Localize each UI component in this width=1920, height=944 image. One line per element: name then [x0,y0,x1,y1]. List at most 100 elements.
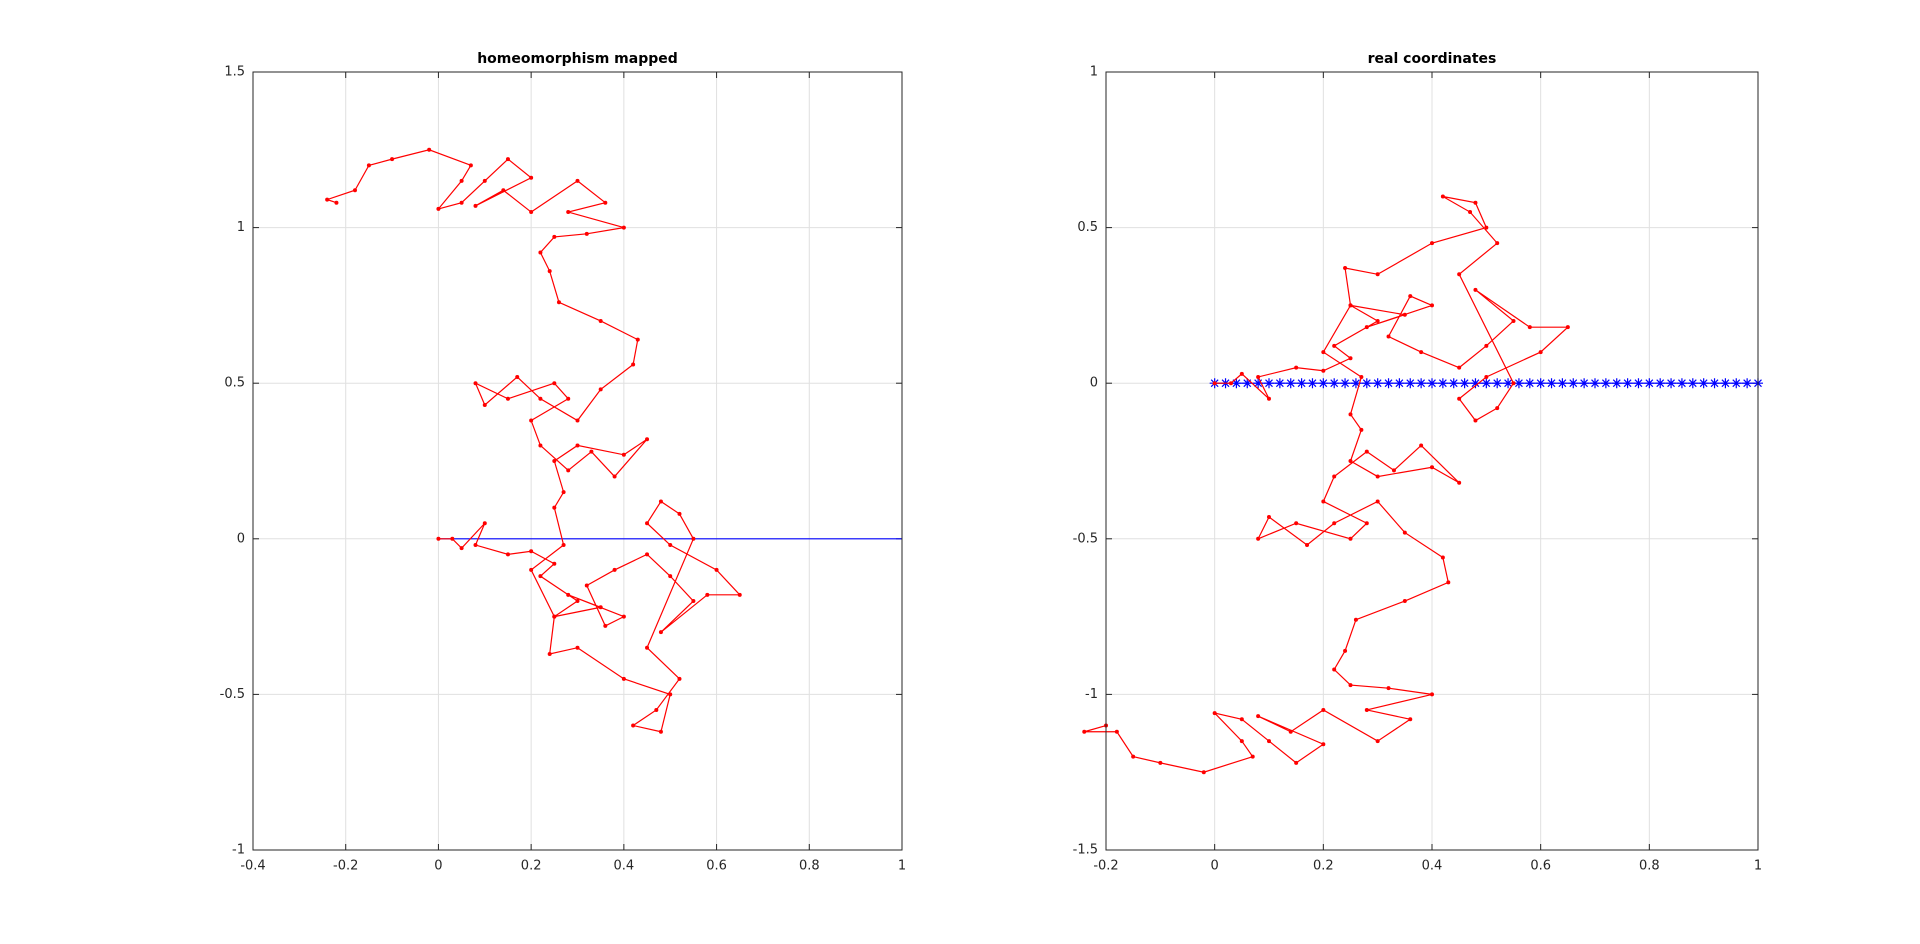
x-tick-label: -0.2 [333,859,358,874]
chart-title: real coordinates [1368,51,1497,67]
data-point [1468,210,1473,215]
data-point [1250,754,1255,759]
data-point [1321,350,1326,355]
data-point [1288,729,1293,734]
data-point [677,511,682,516]
data-point [1644,378,1655,389]
data-point [529,210,534,215]
data-point [1408,717,1413,722]
data-point [737,592,742,597]
y-tick-label: 0.5 [224,376,245,391]
data-point [1253,378,1264,389]
data-point [1495,406,1500,411]
data-point [1267,739,1271,744]
data-point [584,231,589,236]
data-point [552,234,557,239]
data-point [1557,378,1568,389]
data-point [1294,521,1299,526]
data-point [1546,378,1557,389]
data-point [1372,378,1383,389]
data-point [1201,770,1206,775]
data-point [482,521,487,526]
data-point [1419,350,1424,355]
data-point [1457,365,1462,370]
data-point [561,490,566,495]
data-point [1307,378,1318,389]
data-point [1294,365,1299,370]
data-point [612,474,617,479]
data-point [552,614,557,619]
data-point [612,567,617,572]
data-point [1524,378,1535,389]
data-point [1676,378,1687,389]
data-point [631,362,636,367]
data-point [1285,378,1296,389]
data-point [1348,536,1353,541]
data-point [1622,378,1633,389]
chart-title: homeomorphism mapped [477,51,678,67]
data-point [459,178,464,183]
data-point [575,443,580,448]
data-point [505,396,510,401]
data-point [658,630,663,635]
axes-box [252,71,903,851]
data-point [1343,266,1348,271]
data-point [1611,378,1622,389]
data-point [1321,499,1326,504]
x-tick-label: 1 [898,859,906,874]
axes-background [253,72,902,850]
data-point [645,521,650,526]
data-point [1348,459,1353,463]
data-point [1470,378,1481,389]
data-point [1158,760,1163,765]
data-point [1082,729,1087,734]
data-point [1473,287,1478,292]
data-point [1457,396,1462,401]
data-point [705,592,710,597]
data-point [1375,499,1380,504]
data-point [1332,474,1337,479]
data-point [468,163,473,168]
data-point [1731,378,1742,389]
data-point [1437,378,1448,389]
data-point [1329,378,1340,389]
data-point [1448,378,1459,389]
data-point [1375,739,1380,744]
data-point [1440,555,1445,560]
data-point [668,692,673,697]
data-point [1538,350,1543,355]
data-point [575,178,580,183]
data-point [1364,449,1369,454]
data-point [390,157,395,162]
data-point [1359,374,1364,379]
y-tick-label: -1 [1085,687,1098,702]
data-point [547,269,552,274]
data-point [1364,707,1369,712]
data-point [1484,374,1489,379]
data-point [538,250,543,255]
data-point [1391,468,1396,473]
data-point [598,387,603,392]
data-point [631,723,636,728]
data-point [1430,241,1434,246]
data-point [538,443,543,448]
data-point [1687,378,1698,389]
data-point [529,175,534,180]
data-point [621,676,626,681]
data-point [1386,686,1391,691]
data-point [1416,378,1427,389]
data-point [1321,742,1326,747]
data-point [1256,714,1261,719]
data-point [1256,374,1261,379]
data-point [1296,378,1307,389]
data-point [459,200,464,205]
data-point [505,552,510,557]
data-point [1503,378,1514,389]
data-point [1666,378,1677,389]
data-point [1579,378,1590,389]
data-point [1633,378,1644,389]
data-point [1348,303,1353,308]
data-point [658,499,663,504]
data-point [1484,343,1489,348]
